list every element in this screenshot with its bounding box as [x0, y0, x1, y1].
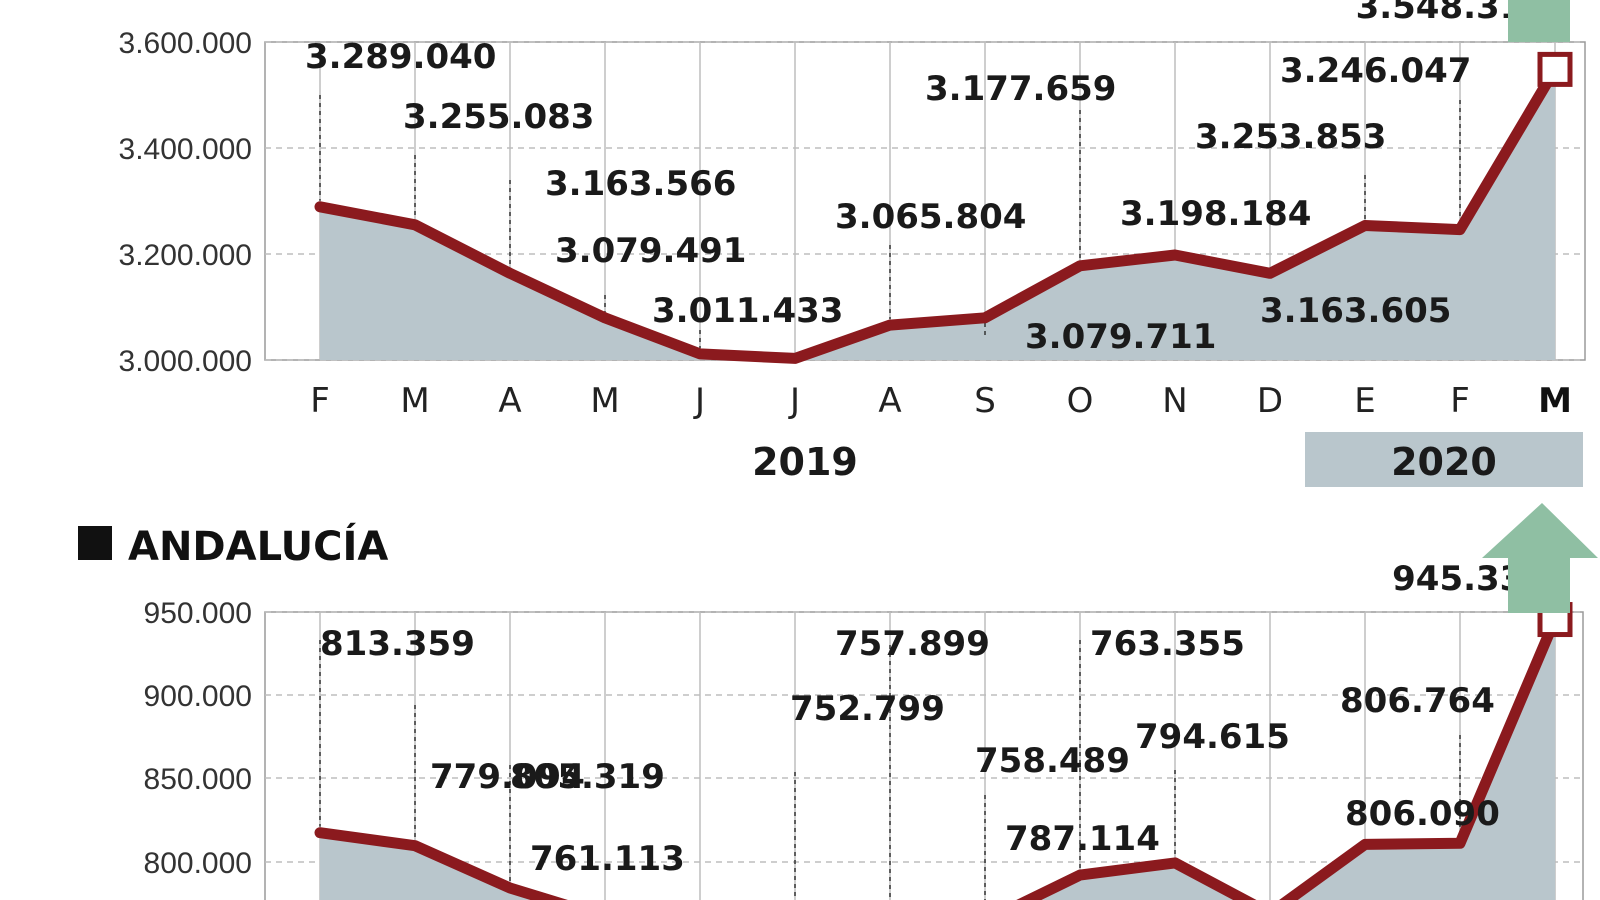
- month-label: O: [1067, 381, 1094, 421]
- data-label: 3.289.040: [305, 37, 496, 77]
- month-label: J: [788, 381, 800, 421]
- data-label: 3.255.083: [403, 97, 594, 137]
- bottom-area-fill: [320, 619, 1555, 900]
- chart-andalucia: ANDALUCÍA 800.000 850.000 900.000 950.000 8…: [78, 503, 1598, 900]
- year-2019-label: 2019: [752, 440, 858, 484]
- data-label: 813.359: [320, 624, 475, 664]
- top-area-fill: [320, 69, 1555, 361]
- data-label: 3.163.566: [545, 164, 736, 204]
- data-label: 794.615: [1135, 717, 1290, 757]
- year-2020-band: [1305, 432, 1583, 487]
- y-tick-label: 900.000: [144, 680, 252, 713]
- y-tick-label: 850.000: [144, 763, 252, 796]
- month-label: F: [310, 381, 330, 421]
- top-increase-arrow-icon: [1508, 0, 1570, 42]
- top-last-point-marker: [1537, 51, 1573, 87]
- data-label: 3.177.659: [925, 69, 1116, 109]
- data-label: 3.198.184: [1120, 194, 1311, 234]
- data-label: 779.094: [430, 757, 585, 797]
- data-label: 3.079.491: [555, 231, 746, 271]
- data-label: 787.114: [1005, 819, 1160, 859]
- data-label: 757.899: [835, 624, 990, 664]
- andalucia-title: ANDALUCÍA: [128, 522, 388, 570]
- y-tick-label: 950.000: [144, 597, 252, 630]
- month-label: F: [1450, 381, 1470, 421]
- y-tick-label: 3.000.000: [119, 345, 252, 378]
- month-label: A: [878, 381, 901, 421]
- month-label: N: [1162, 381, 1187, 421]
- y-tick-label: 3.400.000: [119, 133, 252, 166]
- data-label: 758.489: [975, 741, 1130, 781]
- data-label: 3.246.047: [1280, 51, 1471, 91]
- month-label: S: [974, 381, 996, 421]
- legend-square: [78, 526, 112, 560]
- y-tick-label: 3.200.000: [119, 239, 252, 272]
- plot-frame-bottom: [264, 611, 1584, 900]
- top-y-axis-ticks: 3.000.000 3.200.000 3.400.000 3.600.000: [119, 27, 252, 378]
- data-label: 3.065.804: [835, 197, 1026, 237]
- month-label: E: [1354, 381, 1375, 421]
- bottom-data-labels: 813.359 779.094 761.113 752.799 757.899 758.4…: [320, 559, 1547, 879]
- top-leader-lines: [319, 95, 1461, 348]
- bottom-leader-lines: [319, 640, 1461, 900]
- data-label: 805.319: [510, 757, 665, 797]
- month-label: A: [498, 381, 521, 421]
- data-label: 3.011.433: [652, 291, 843, 331]
- data-label: 806.090: [1345, 794, 1500, 834]
- month-label: M: [590, 381, 619, 421]
- year-2020-label: 2020: [1391, 440, 1497, 484]
- month-label: M: [1538, 381, 1572, 421]
- y-tick-label: 800.000: [144, 847, 252, 880]
- data-label: 3.253.853: [1195, 117, 1386, 157]
- y-tick-label: 3.600.000: [119, 27, 252, 60]
- month-label: M: [400, 381, 429, 421]
- month-label: D: [1257, 381, 1283, 421]
- top-series-line: [314, 63, 1561, 364]
- chart-spain: 3.000.000 3.200.000 3.400.000 3.600.000 3.2…: [119, 0, 1586, 487]
- bottom-series-line: [314, 614, 1561, 900]
- increase-arrow-icon: [1482, 503, 1598, 613]
- data-label: 3.163.605: [1260, 291, 1451, 331]
- bottom-y-axis-ticks: 800.000 850.000 900.000 950.000: [144, 597, 252, 880]
- data-label: 763.355: [1090, 624, 1245, 664]
- data-label: 761.113: [530, 839, 685, 879]
- data-label: 3.079.711: [1025, 317, 1216, 357]
- month-label: J: [693, 381, 705, 421]
- data-label: 806.764: [1340, 681, 1495, 721]
- data-label: 752.799: [790, 689, 945, 729]
